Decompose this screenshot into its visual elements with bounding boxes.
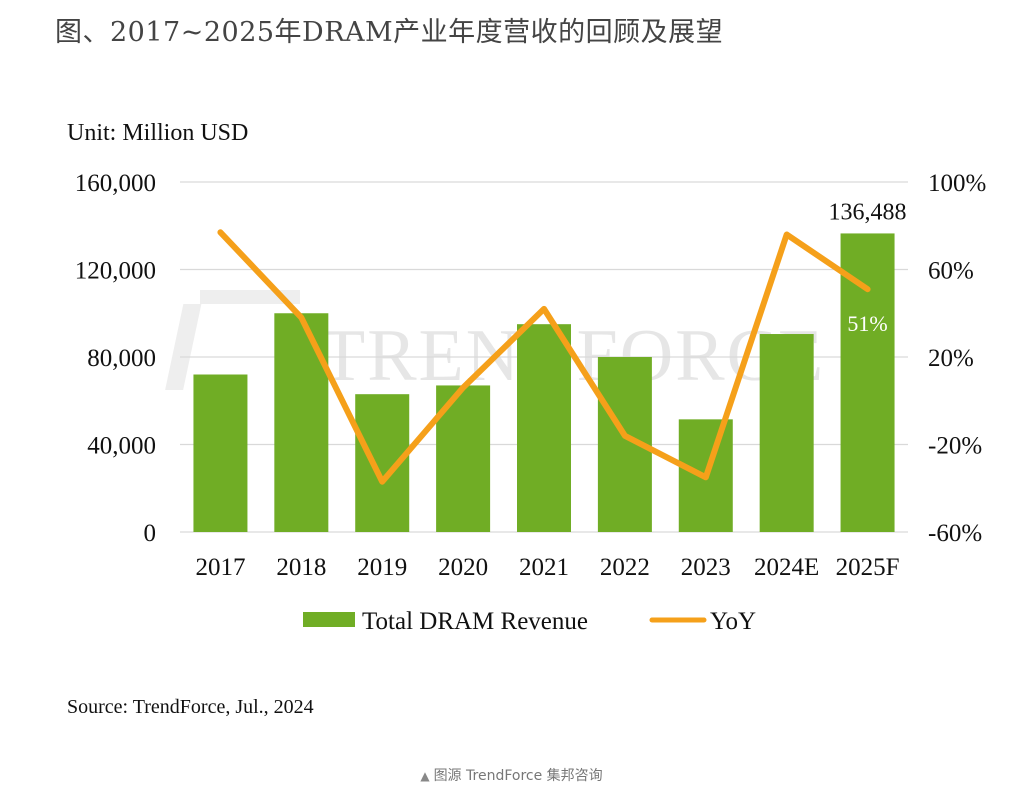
x-tick-label: 2020 — [438, 554, 488, 581]
y-right-tick-label: 60% — [928, 258, 974, 285]
bar-2018 — [274, 313, 329, 532]
yoy-point-2024e — [784, 232, 790, 237]
x-tick-label: 2017 — [195, 554, 245, 581]
y-right-tick-label: -60% — [928, 520, 982, 547]
y-left-tick-label: 40,000 — [87, 433, 156, 460]
yoy-point-2022 — [622, 433, 628, 439]
y-right-tick-label: -20% — [928, 433, 982, 460]
yoy-point-2023 — [703, 474, 709, 480]
x-tick-label: 2025F — [836, 554, 900, 581]
legend-label-yoy: YoY — [710, 608, 756, 635]
source-note: Source: TrendForce, Jul., 2024 — [67, 696, 314, 718]
legend-label-revenue: Total DRAM Revenue — [362, 608, 588, 635]
yoy-line — [217, 229, 871, 485]
yoy-point-2018 — [298, 315, 304, 321]
yoy-point-2020 — [460, 385, 466, 391]
bar-2017 — [193, 374, 248, 532]
x-tick-label: 2021 — [519, 554, 569, 581]
unit-label: Unit: Million USD — [67, 120, 248, 146]
bar-2025f — [840, 233, 895, 532]
yoy-point-2025f — [865, 286, 871, 292]
legend: Total DRAM Revenue YoY — [303, 608, 756, 635]
page-title: 图、2017~2025年DRAM产业年度营收的回顾及展望 — [55, 17, 724, 48]
bar-2021 — [517, 324, 571, 532]
yoy-data-label-2025f: 51% — [847, 311, 887, 336]
y-left-tick-label: 160,000 — [75, 170, 156, 197]
y-right-tick-label: 100% — [928, 170, 986, 197]
yoy-point-2019 — [379, 479, 385, 485]
y-left-tick-label: 80,000 — [87, 345, 156, 372]
y-left-tick-label: 0 — [144, 520, 157, 547]
yoy-point-2021 — [541, 306, 547, 312]
y-right-tick-labels: 100% 60% 20% -20% -60% — [928, 170, 986, 547]
caption-text: 图源 TrendForce 集邦咨询 — [433, 768, 603, 784]
y-left-tick-labels: 160,000 120,000 80,000 40,000 0 — [75, 170, 156, 547]
x-tick-label: 2018 — [276, 554, 326, 581]
bar-data-label-2025f: 136,488 — [829, 199, 907, 225]
y-left-tick-label: 120,000 — [75, 258, 156, 285]
bar-2024e — [759, 334, 814, 532]
x-tick-label: 2019 — [357, 554, 407, 581]
x-tick-label: 2023 — [681, 554, 731, 581]
legend-swatch-revenue — [303, 612, 355, 627]
x-tick-label: 2022 — [600, 554, 650, 581]
triangle-up-icon: ▲ — [420, 769, 430, 783]
yoy-point-2017 — [217, 229, 223, 235]
image-caption: ▲ 图源 TrendForce 集邦咨询 — [0, 765, 1023, 785]
x-tick-label: 2024E — [754, 554, 819, 581]
x-tick-labels: 2017 2018 2019 2020 2021 2022 2023 2024E 2025F — [195, 554, 899, 581]
watermark: TRENDFORCE — [165, 290, 823, 397]
bars — [193, 233, 895, 532]
y-right-tick-label: 20% — [928, 345, 974, 372]
